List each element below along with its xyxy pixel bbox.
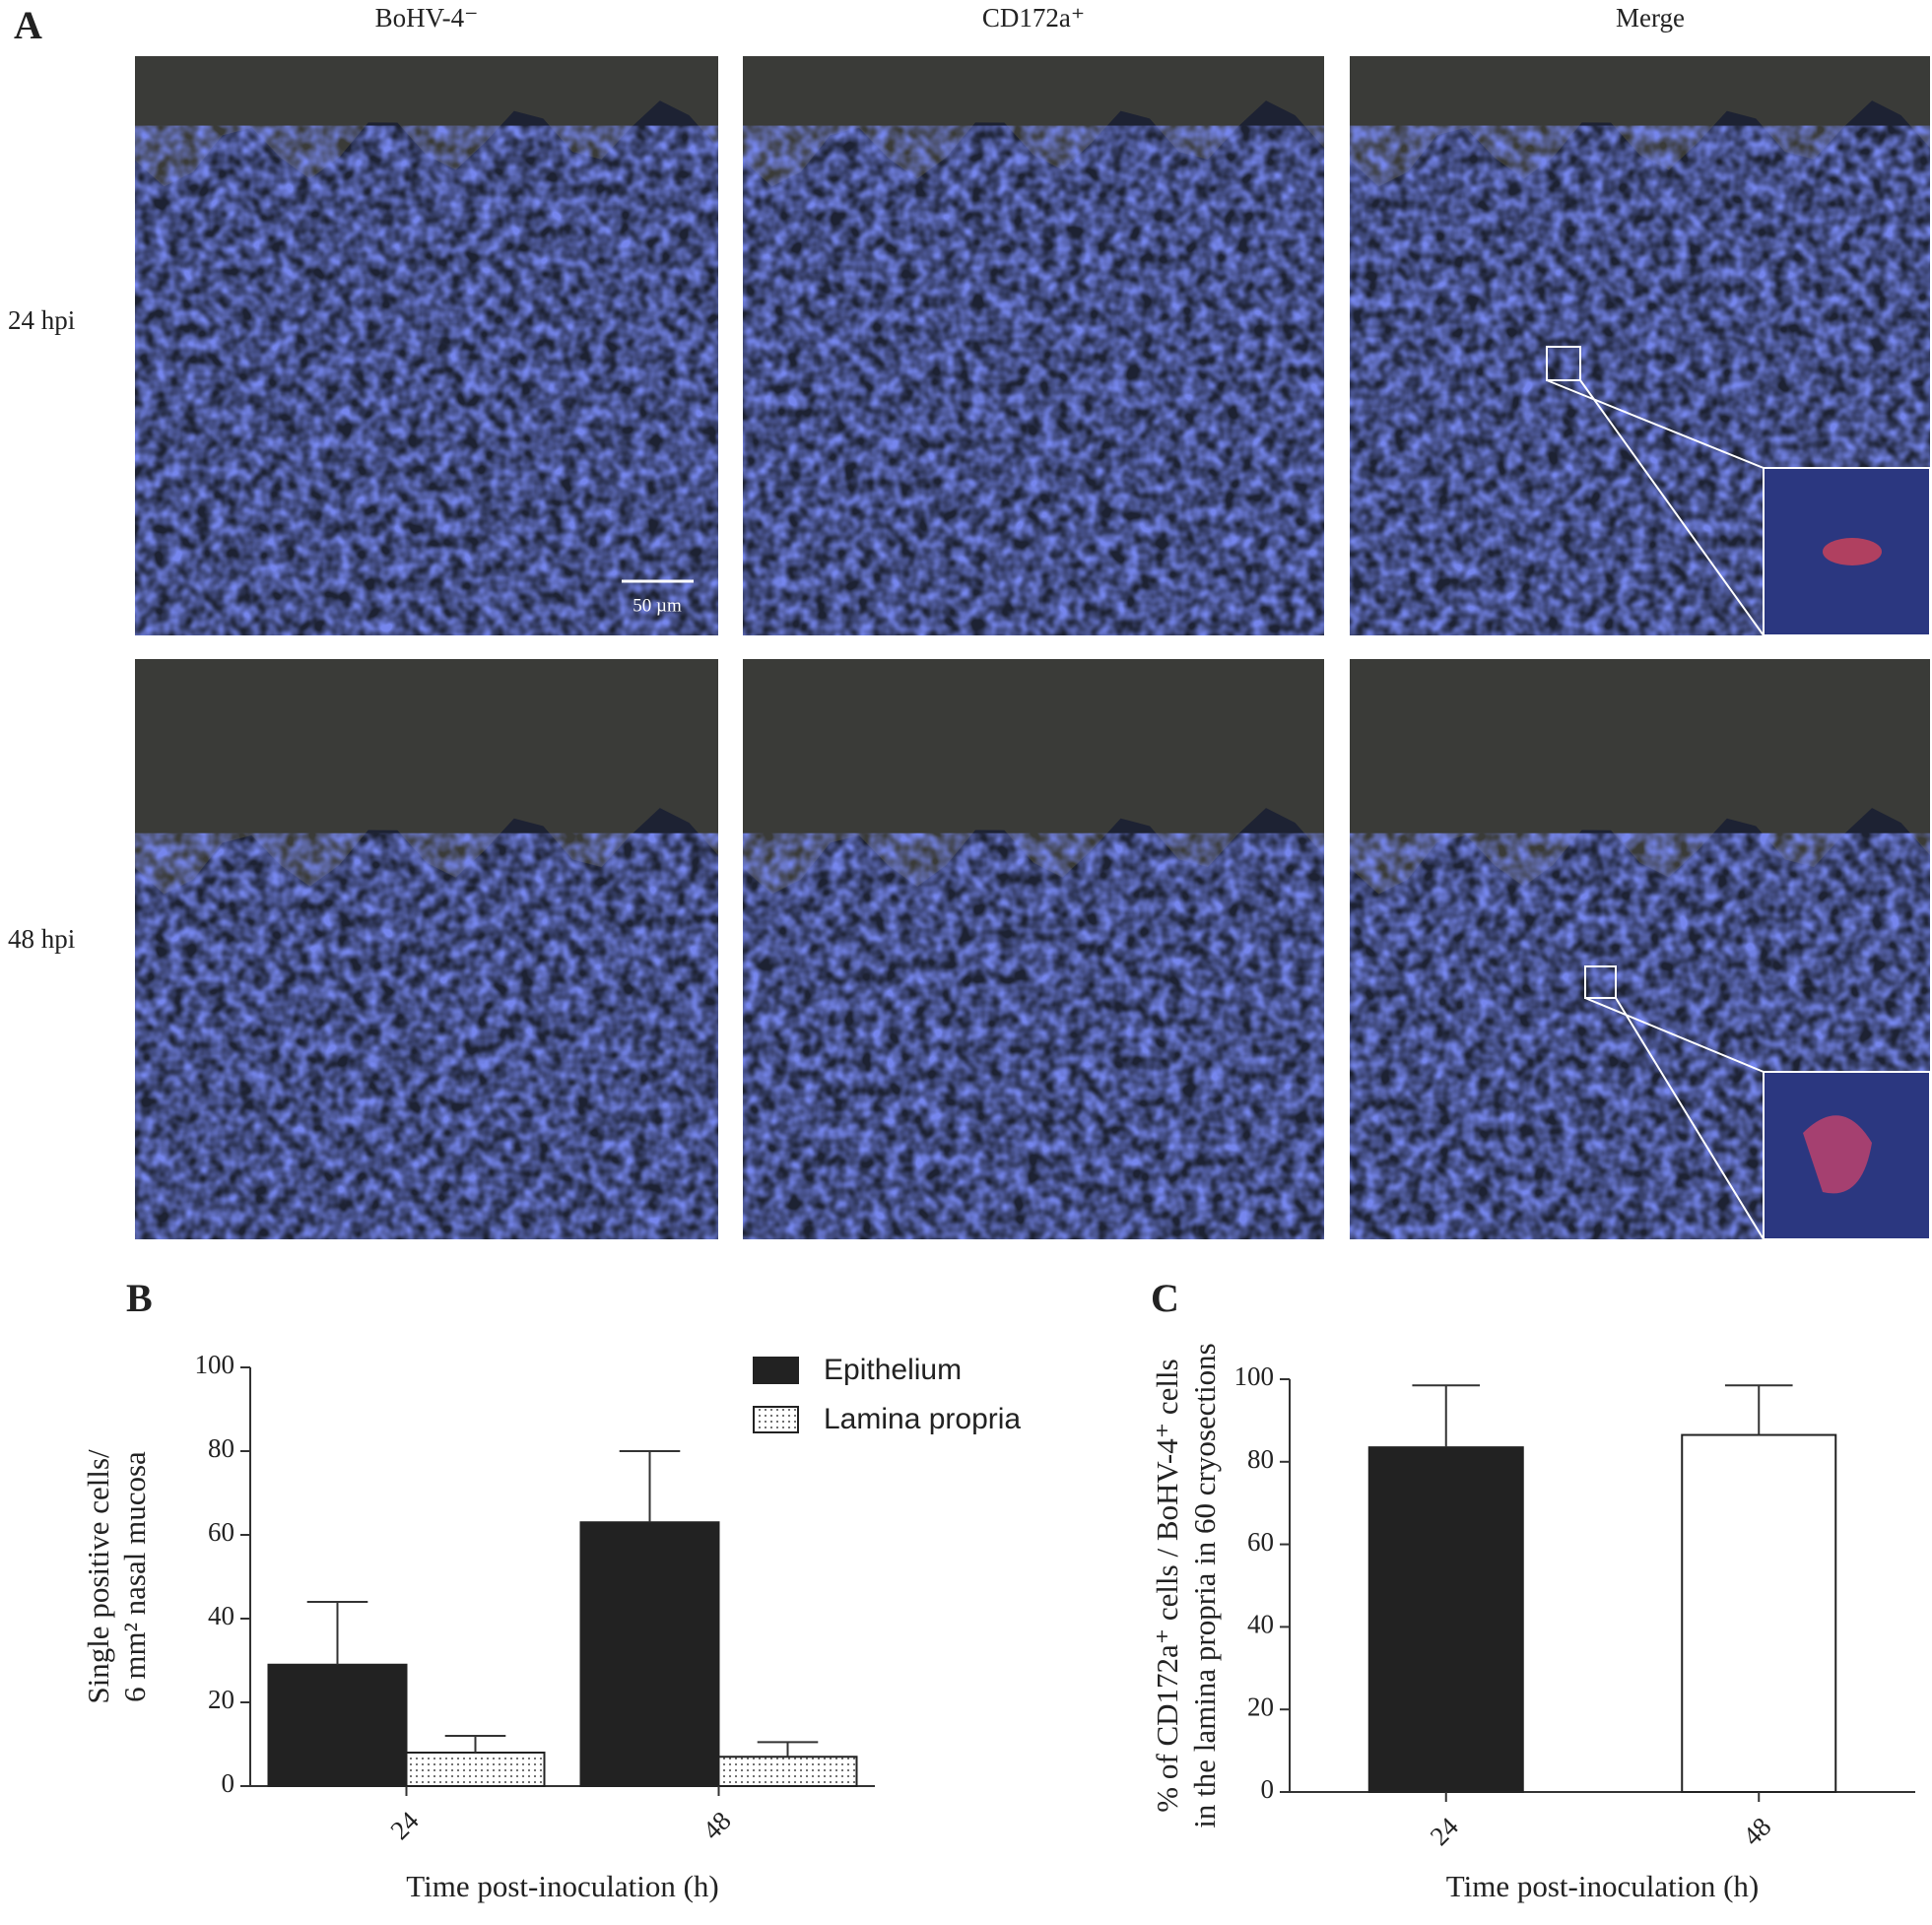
- y-tick-label: 100: [1234, 1361, 1275, 1391]
- tissue-texture: [135, 832, 718, 1239]
- tissue-texture: [743, 832, 1324, 1239]
- y-tick-label: 40: [208, 1601, 234, 1630]
- panel-label: C: [1151, 1276, 1179, 1320]
- column-header: CD172a⁺: [982, 3, 1085, 33]
- y-tick-label: 60: [208, 1517, 234, 1547]
- bar: [579, 1521, 720, 1787]
- x-axis-label: Time post-inoculation (h): [1446, 1869, 1759, 1903]
- legend-label: Epithelium: [824, 1354, 962, 1386]
- bar: [267, 1663, 408, 1787]
- y-tick-label: 80: [1247, 1444, 1274, 1474]
- column-header: Merge: [1616, 3, 1685, 33]
- y-tick-label: 80: [208, 1433, 234, 1463]
- tissue-texture: [135, 125, 718, 635]
- row-label: 24 hpi: [8, 305, 75, 335]
- micrographs: [135, 56, 1930, 1239]
- x-axis-label: Time post-inoculation (h): [406, 1869, 718, 1903]
- legend-swatch: [753, 1357, 799, 1384]
- x-tick-label: 24: [384, 1806, 425, 1846]
- legend-label: Lamina propria: [824, 1403, 1021, 1435]
- y-tick-label: 0: [222, 1768, 235, 1798]
- y-tick-label: 100: [195, 1350, 235, 1379]
- bar: [717, 1756, 858, 1787]
- row-label: 48 hpi: [8, 924, 75, 954]
- error-bar: [306, 1601, 368, 1665]
- tissue-texture: [743, 125, 1324, 635]
- y-axis-label: in the lamina propria in 60 cryosections: [1187, 1343, 1222, 1827]
- y-tick-label: 20: [208, 1685, 234, 1714]
- error-bar: [757, 1741, 819, 1758]
- panel-label: B: [126, 1276, 153, 1320]
- x-tick-label: 48: [1737, 1812, 1776, 1851]
- bar: [1681, 1433, 1837, 1793]
- insets: [1546, 346, 1931, 1240]
- y-axis-label: Single positive cells/: [81, 1449, 115, 1704]
- bar: [1367, 1446, 1524, 1793]
- y-axis-label: 6 mm² nasal mucosa: [117, 1451, 152, 1702]
- scale-label: 50 µm: [633, 595, 682, 616]
- bar: [405, 1752, 546, 1787]
- panel-label: A: [14, 3, 42, 47]
- legend-swatch: [753, 1406, 799, 1433]
- x-tick-label: 24: [1425, 1812, 1465, 1852]
- y-tick-label: 0: [1261, 1774, 1275, 1804]
- column-header: BoHV-4⁻: [375, 3, 479, 33]
- y-tick-label: 60: [1247, 1527, 1274, 1557]
- error-bar: [1724, 1384, 1793, 1435]
- scale-bar: 50 µm: [622, 579, 694, 616]
- y-axis-label: % of CD172a⁺ cells / BoHV-4⁺ cells: [1150, 1359, 1184, 1812]
- error-bar: [619, 1450, 681, 1523]
- error-bar: [1412, 1384, 1481, 1448]
- y-tick-label: 20: [1247, 1692, 1274, 1721]
- y-tick-label: 40: [1247, 1610, 1274, 1639]
- x-tick-label: 48: [697, 1806, 736, 1845]
- error-bar: [444, 1735, 506, 1753]
